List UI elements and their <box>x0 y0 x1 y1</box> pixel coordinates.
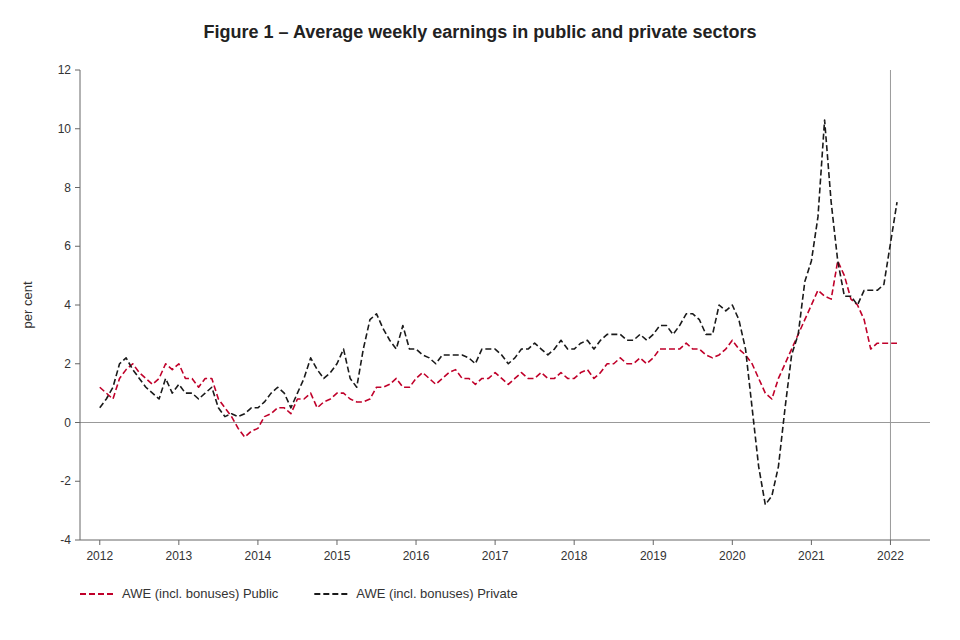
x-tick-label: 2022 <box>877 549 904 563</box>
x-tick-label: 2021 <box>798 549 825 563</box>
x-tick-label: 2020 <box>719 549 746 563</box>
y-tick <box>75 128 80 129</box>
y-tick-label: 12 <box>58 63 72 77</box>
x-tick <box>99 540 100 545</box>
x-axis-line <box>80 540 930 541</box>
x-tick <box>178 540 179 545</box>
x-tick-label: 2016 <box>403 549 430 563</box>
y-tick-label: 10 <box>58 122 72 136</box>
x-tick-label: 2019 <box>640 549 667 563</box>
legend-label: AWE (incl. bonuses) Public <box>122 586 279 601</box>
reference-lines <box>80 70 930 540</box>
y-tick-label: 4 <box>64 298 71 312</box>
x-tick-label: 2012 <box>86 549 113 563</box>
x-tick-label: 2014 <box>245 549 272 563</box>
title: Figure 1 – Average weekly earnings in pu… <box>204 22 757 42</box>
x-tick <box>495 540 496 545</box>
y-tick-label: 2 <box>64 357 71 371</box>
legend-swatch <box>80 593 114 595</box>
y-tick <box>75 540 80 541</box>
chart: Figure 1 – Average weekly earnings in pu… <box>0 0 960 640</box>
y-tick <box>75 422 80 423</box>
x-tick <box>574 540 575 545</box>
y-axis-label: per cent <box>20 281 35 328</box>
x-tick-label: 2017 <box>482 549 509 563</box>
y-tick-label: 0 <box>64 416 71 430</box>
x-tick <box>653 540 654 545</box>
y-tick <box>75 70 80 71</box>
y-tick <box>75 187 80 188</box>
series-line <box>100 261 897 437</box>
y-tick-label: 8 <box>64 181 71 195</box>
x-tick <box>890 540 891 545</box>
x-tick <box>732 540 733 545</box>
series-line <box>100 120 897 505</box>
reference-line <box>80 422 930 423</box>
x-tick <box>811 540 812 545</box>
x-tick-label: 2013 <box>165 549 192 563</box>
x-tick-label: 2015 <box>324 549 351 563</box>
y-tick <box>75 246 80 247</box>
x-tick-label: 2018 <box>561 549 588 563</box>
y-tick-label: 6 <box>64 239 71 253</box>
series-group <box>100 120 897 505</box>
legend-swatch <box>314 593 348 595</box>
y-tick-label: -4 <box>60 533 71 547</box>
legend-label: AWE (incl. bonuses) Private <box>356 586 517 601</box>
x-tick <box>416 540 417 545</box>
y-tick-label: -2 <box>60 474 71 488</box>
reference-line <box>890 70 891 540</box>
legend: AWE (incl. bonuses) Public AWE (incl. bon… <box>80 586 518 601</box>
y-tick <box>75 363 80 364</box>
y-tick <box>75 305 80 306</box>
x-tick <box>257 540 258 545</box>
axes: 2012201320142015201620172018201920202021… <box>20 63 930 563</box>
y-tick <box>75 481 80 482</box>
x-tick <box>336 540 337 545</box>
